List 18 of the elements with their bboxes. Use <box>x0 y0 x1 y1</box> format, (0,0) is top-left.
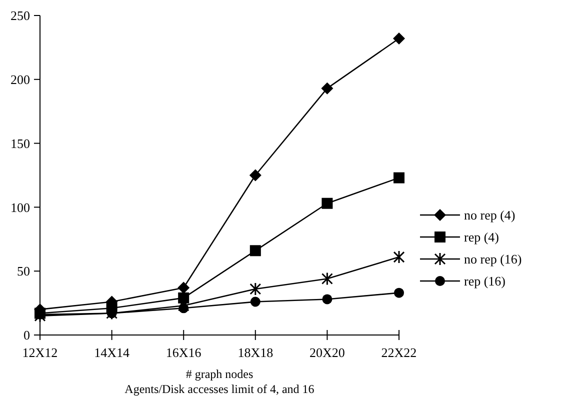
text: Agents/Disk accesses limit of 4, and 16 <box>124 382 314 396</box>
legend-label: rep (16) <box>464 274 506 289</box>
y-tick-label: 100 <box>10 200 30 215</box>
x-tick-label: 18X18 <box>238 345 274 360</box>
legend-label: no rep (16) <box>464 252 522 267</box>
y-tick-label: 150 <box>10 136 30 151</box>
x-tick-label: 16X16 <box>166 345 202 360</box>
y-tick-label: 250 <box>10 8 30 24</box>
y-tick-label: 50 <box>17 264 30 279</box>
x-tick-label: 20X20 <box>310 345 345 360</box>
legend-label: rep (4) <box>464 230 500 245</box>
y-tick-label: 0 <box>24 328 30 343</box>
x-tick-label: 22X22 <box>381 345 417 360</box>
x-tick-label: 14X14 <box>94 345 130 360</box>
x-axis-title: # graph nodes <box>186 367 254 381</box>
y-tick-label: 200 <box>10 72 30 87</box>
legend-label: no rep (4) <box>464 208 516 223</box>
x-tick-label: 12X12 <box>22 345 58 360</box>
